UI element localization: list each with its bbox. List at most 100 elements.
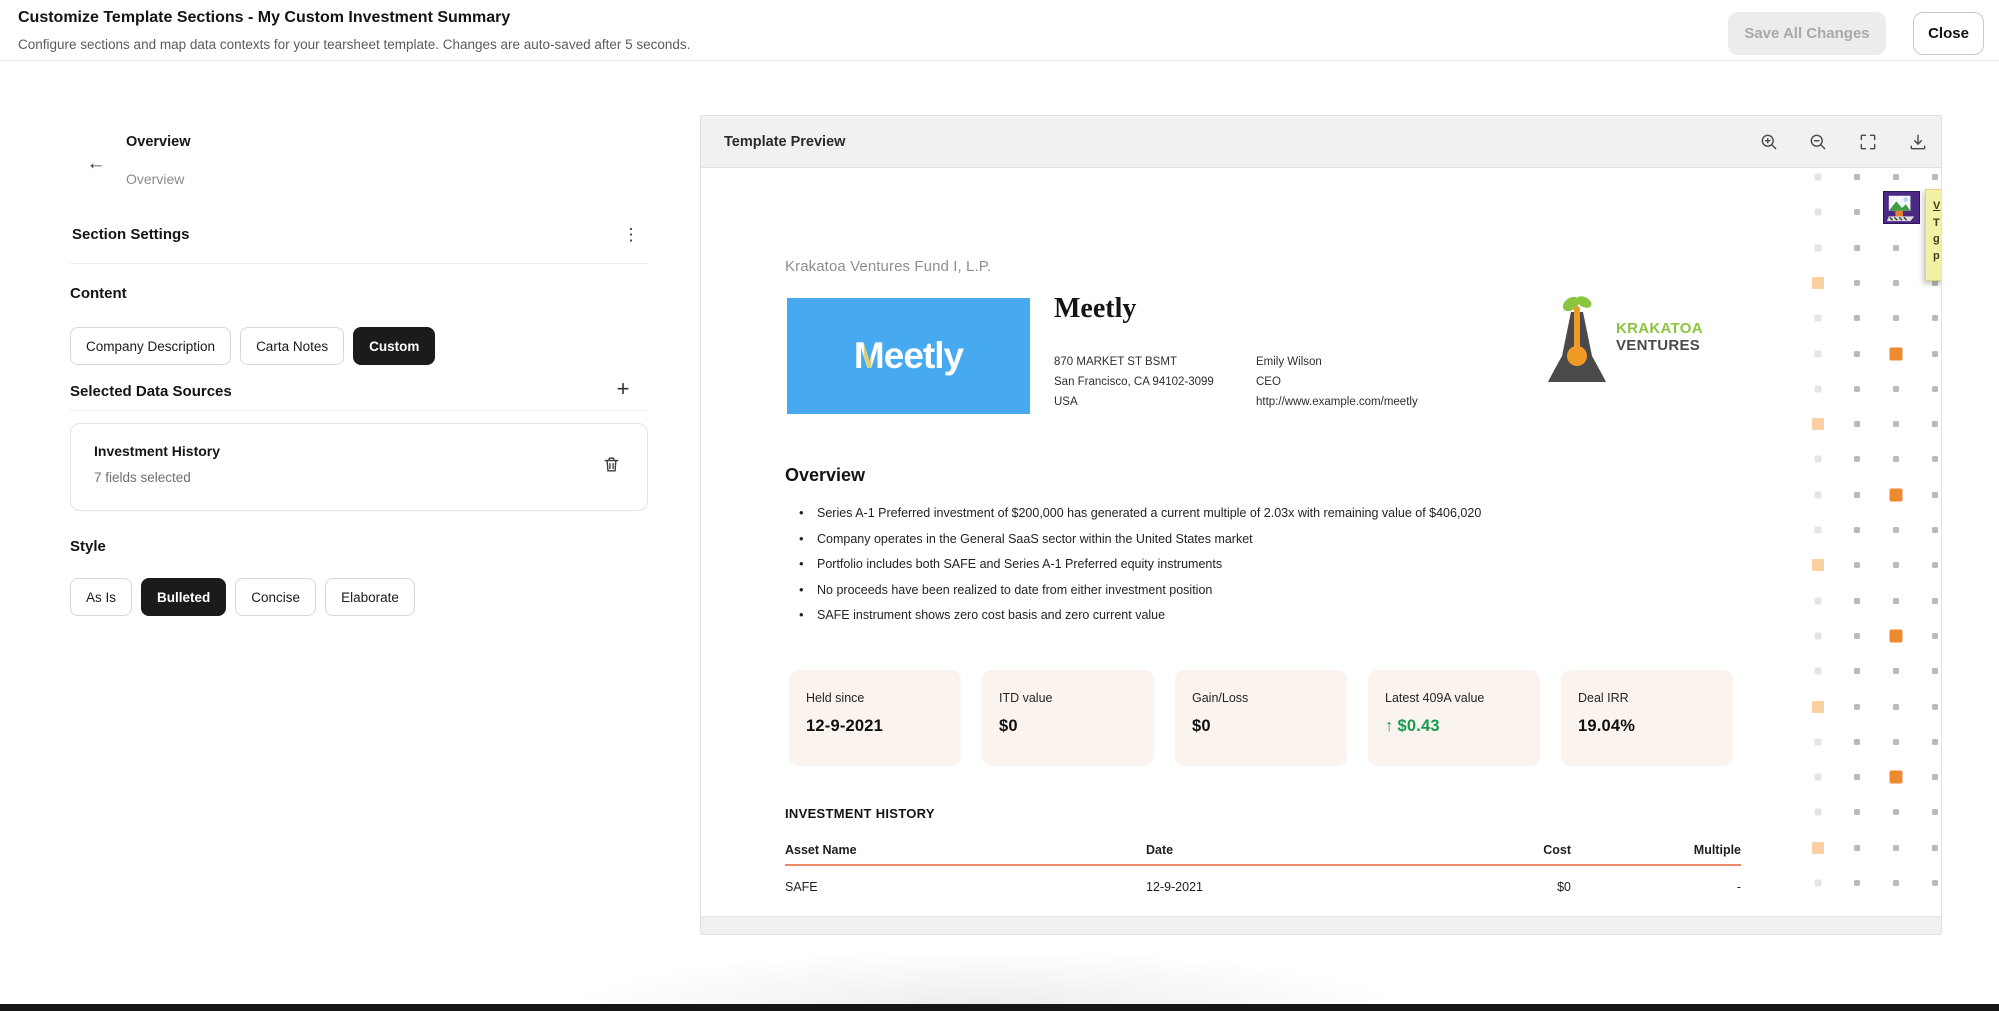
grid-dot: [1854, 844, 1860, 851]
grid-dot: [1814, 244, 1822, 252]
overview-bullet: Portfolio includes both SAFE and Series …: [799, 556, 1729, 571]
grid-dot: [1814, 208, 1822, 216]
grid-dot: [1814, 491, 1822, 499]
stat-label: ITD value: [999, 691, 1053, 705]
grid-dot: [1932, 174, 1938, 180]
grid-dot: [1889, 488, 1903, 502]
broken-image-icon: [1883, 191, 1920, 224]
download-icon[interactable]: [1906, 131, 1930, 155]
grid-dot: [1854, 668, 1860, 675]
grid-dot: [1932, 456, 1938, 463]
grid-dot: [1893, 703, 1899, 710]
grid-dot: [1893, 456, 1899, 463]
stat-value: 12-9-2021: [806, 717, 884, 735]
grid-dot: [1854, 597, 1860, 604]
grid-dot: [1854, 244, 1860, 251]
stat-card-gain-loss: Gain/Loss $0: [1175, 670, 1347, 766]
dialog-header: Customize Template Sections - My Custom …: [0, 0, 1999, 61]
content-options: Company Description Carta Notes Custom: [70, 327, 436, 365]
stat-value: $0: [999, 717, 1018, 735]
table-header-cell: Date: [1146, 843, 1174, 857]
save-all-changes-button[interactable]: Save All Changes: [1728, 12, 1886, 55]
company-name: Meetly: [1054, 293, 1137, 324]
data-source-card[interactable]: Investment History 7 fields selected: [70, 423, 648, 511]
grid-dot: [1854, 880, 1860, 886]
grid-dot: [1854, 562, 1860, 569]
overview-bullet-list: Series A-1 Preferred investment of $200,…: [799, 505, 1729, 634]
address-line: San Francisco, CA 94102-3099: [1054, 376, 1214, 388]
kebab-menu-icon[interactable]: ⋮: [618, 222, 644, 248]
style-option-elaborate[interactable]: Elaborate: [325, 578, 415, 616]
stat-label: Gain/Loss: [1192, 691, 1249, 705]
content-option-carta-notes[interactable]: Carta Notes: [240, 327, 345, 365]
stat-card-itd-value: ITD value $0: [982, 670, 1154, 766]
zoom-out-icon[interactable]: [1806, 131, 1830, 155]
close-button[interactable]: Close: [1913, 12, 1984, 55]
sticky-note-text: T: [1933, 216, 1940, 229]
grid-dot: [1854, 279, 1860, 286]
preview-canvas: Krakatoa Ventures Fund I, L.P. Meetly Me…: [701, 168, 1941, 934]
company-logo-text: Meetly: [853, 335, 964, 376]
overview-heading: Overview: [785, 465, 866, 485]
fit-to-screen-icon[interactable]: [1856, 131, 1880, 155]
content-option-custom[interactable]: Custom: [353, 327, 436, 365]
up-arrow-icon: ↑: [1385, 717, 1394, 735]
stat-card-held-since: Held since 12-9-2021: [789, 670, 961, 766]
back-arrow-icon[interactable]: ←: [82, 150, 110, 178]
grid-dot: [1854, 809, 1860, 816]
grid-dot: [1814, 314, 1822, 322]
grid-dot: [1814, 738, 1822, 746]
trash-icon[interactable]: [597, 452, 625, 480]
add-data-source-icon[interactable]: +: [608, 374, 638, 404]
grid-dot: [1932, 738, 1938, 745]
grid-dot: [1812, 841, 1824, 854]
stat-card-deal-irr: Deal IRR 19.04%: [1561, 670, 1733, 766]
table-header-cell: Multiple: [1693, 843, 1741, 857]
stat-value: $0: [1192, 717, 1211, 735]
krakatoa-wordmark-bottom: VENTURES: [1616, 337, 1701, 354]
overview-bullet: Series A-1 Preferred investment of $200,…: [799, 505, 1729, 520]
style-option-bulleted[interactable]: Bulleted: [141, 578, 227, 616]
table-cell: 12-9-2021: [1146, 880, 1203, 894]
overview-bullet: Company operates in the General SaaS sec…: [799, 531, 1729, 546]
data-source-name: Investment History: [94, 443, 221, 459]
table-header-row: Asset Name Date Cost Multiple: [785, 836, 1741, 866]
dot-grid-decoration: [1812, 173, 1941, 907]
style-label: Style: [70, 538, 106, 555]
grid-dot: [1889, 629, 1903, 643]
grid-dot: [1893, 597, 1899, 604]
grid-dot: [1932, 880, 1938, 886]
stat-label: Latest 409A value: [1385, 691, 1485, 705]
sticky-note-text: V: [1933, 200, 1941, 212]
breadcrumb-section-title: Overview: [126, 134, 191, 150]
company-logo-accent: Meetly: [853, 335, 964, 376]
breadcrumb-section-subtitle: Overview: [126, 171, 185, 187]
stat-card-latest-409a-value: Latest 409A value ↑ $0.43: [1368, 670, 1540, 766]
grid-dot: [1854, 456, 1860, 463]
style-option-as-is[interactable]: As Is: [70, 578, 133, 616]
content-option-company-description[interactable]: Company Description: [70, 327, 232, 365]
grid-dot: [1812, 559, 1824, 572]
grid-dot: [1932, 562, 1938, 569]
grid-dot: [1893, 668, 1899, 675]
preview-title: Template Preview: [724, 134, 846, 150]
overview-bullet: No proceeds have been realized to date f…: [799, 582, 1729, 597]
grid-dot: [1893, 880, 1899, 886]
bottom-edge-bar: [0, 1004, 1999, 1011]
grid-dot: [1854, 527, 1860, 533]
grid-dot: [1814, 385, 1822, 393]
grid-dot: [1932, 774, 1938, 781]
grid-dot: [1893, 421, 1899, 428]
grid-dot: [1932, 668, 1938, 675]
grid-dot: [1889, 347, 1903, 360]
style-option-concise[interactable]: Concise: [235, 578, 317, 616]
contact-line: CEO: [1256, 376, 1281, 388]
zoom-in-icon[interactable]: [1757, 131, 1781, 155]
grid-dot: [1932, 350, 1938, 357]
address-line: USA: [1054, 396, 1078, 408]
grid-dot: [1812, 700, 1824, 713]
sticky-note-text: p: [1933, 249, 1940, 262]
grid-dot: [1893, 527, 1899, 533]
grid-dot: [1854, 350, 1860, 357]
grid-dot: [1932, 315, 1938, 322]
